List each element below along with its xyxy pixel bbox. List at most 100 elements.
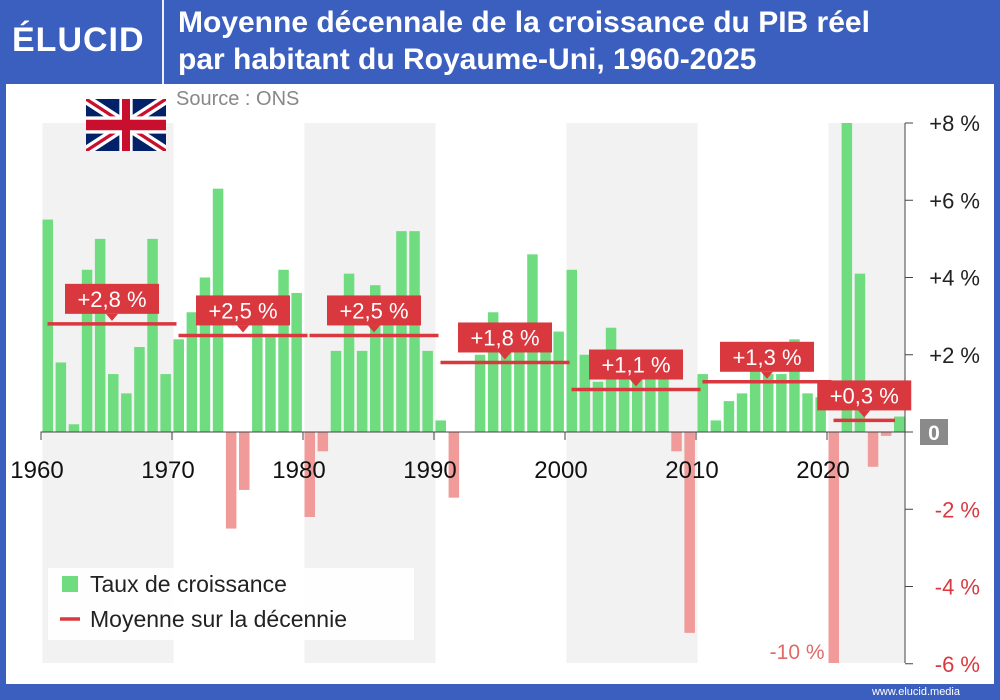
bar-2008[interactable] bbox=[671, 432, 682, 452]
legend: Taux de croissance Moyenne sur la décenni… bbox=[48, 568, 414, 640]
legend-bar-label: Taux de croissance bbox=[90, 571, 287, 597]
bar-2025[interactable] bbox=[894, 416, 905, 432]
decade-averages: +2,8 % +2,5 % +2,5 % +1,8 % +1,1 % +1,3 % +0,3… bbox=[47, 283, 912, 423]
bar-1981[interactable] bbox=[317, 432, 329, 452]
bar-2021[interactable] bbox=[841, 123, 853, 432]
y-tick-label-4: +4 % bbox=[929, 266, 980, 291]
bar-1966[interactable] bbox=[121, 393, 132, 432]
x-tick-label-1970: 1970 bbox=[141, 457, 194, 484]
bar-1995[interactable] bbox=[501, 339, 512, 432]
bar-1963[interactable] bbox=[81, 269, 93, 432]
bar-1993[interactable] bbox=[474, 354, 486, 432]
y-tick-label-2: +2 % bbox=[929, 343, 980, 368]
title-line-2: par habitant du Royaume-Uni, 1960-2025 bbox=[178, 43, 757, 76]
uk-flag-icon bbox=[86, 99, 166, 151]
bar-1994[interactable] bbox=[487, 312, 499, 432]
bar-1987[interactable] bbox=[396, 231, 407, 432]
bar-1975[interactable] bbox=[239, 432, 250, 490]
bar-2005[interactable] bbox=[632, 374, 643, 432]
bar-1982[interactable] bbox=[330, 350, 342, 432]
average-label-pointer-2000 bbox=[630, 379, 642, 387]
average-label-pointer-1970 bbox=[237, 325, 249, 333]
x-tick-label-1990: 1990 bbox=[403, 457, 456, 484]
bar-1977[interactable] bbox=[265, 335, 276, 432]
bar-1986[interactable] bbox=[383, 316, 394, 432]
bar-2000[interactable] bbox=[566, 269, 578, 432]
bar-2001[interactable] bbox=[579, 354, 591, 432]
bar-1979[interactable] bbox=[291, 292, 302, 432]
bar-1989[interactable] bbox=[422, 350, 433, 432]
bar-2007[interactable] bbox=[658, 374, 669, 432]
bar-2009[interactable] bbox=[684, 432, 695, 633]
bar-1972[interactable] bbox=[199, 277, 211, 433]
bar-1985[interactable] bbox=[370, 285, 381, 432]
bar-1983[interactable] bbox=[343, 273, 355, 432]
bar-2024[interactable] bbox=[880, 432, 892, 436]
bar-1965[interactable] bbox=[108, 374, 119, 432]
bar-1976[interactable] bbox=[252, 316, 263, 432]
average-label-pointer-2010 bbox=[761, 371, 773, 379]
y-tick-label--2: -2 % bbox=[935, 497, 980, 522]
footer-url[interactable]: www.elucid.media bbox=[871, 686, 960, 698]
bar-1968[interactable] bbox=[147, 238, 158, 432]
bar-1964[interactable] bbox=[94, 238, 106, 432]
average-label-2000: +1,1 % bbox=[601, 353, 670, 378]
bar-2002[interactable] bbox=[592, 381, 604, 432]
bar-1996[interactable] bbox=[514, 339, 525, 432]
bar-2010[interactable] bbox=[697, 374, 709, 432]
bar-1998[interactable] bbox=[540, 335, 551, 432]
bar-2013[interactable] bbox=[736, 393, 748, 432]
bar-1961[interactable] bbox=[55, 362, 67, 432]
x-tick-label-1960: 1960 bbox=[10, 457, 63, 484]
bar-1974[interactable] bbox=[225, 432, 237, 529]
bar-1970[interactable] bbox=[173, 339, 185, 432]
average-label-pointer-1960 bbox=[106, 313, 118, 321]
elucid-logo[interactable]: ÉLUCID bbox=[12, 21, 145, 59]
bar-1999[interactable] bbox=[553, 331, 564, 432]
bar-2019[interactable] bbox=[815, 397, 826, 432]
annotation-label: -10 % bbox=[770, 641, 825, 664]
bar-2018[interactable] bbox=[802, 393, 813, 432]
bar-2022[interactable] bbox=[854, 273, 866, 432]
bar-2012[interactable] bbox=[723, 401, 735, 432]
bar-2004[interactable] bbox=[618, 370, 630, 432]
bar-1984[interactable] bbox=[356, 350, 368, 432]
header-separator bbox=[162, 0, 164, 84]
bar-1969[interactable] bbox=[160, 374, 171, 432]
y-tick-label-6: +6 % bbox=[929, 188, 980, 213]
bar-2015[interactable] bbox=[763, 374, 774, 432]
x-tick-label-2010: 2010 bbox=[665, 457, 718, 484]
legend-box bbox=[48, 568, 414, 640]
bar-2014[interactable] bbox=[749, 354, 761, 432]
header: ÉLUCID Moyenne décennale de la croissanc… bbox=[0, 0, 1000, 84]
bar-1967[interactable] bbox=[134, 347, 145, 432]
axes: 1960 1970 1980 1990 2000 2010 2020 +8 % +6 % +4 %… bbox=[10, 111, 980, 677]
x-tick-label-2000: 2000 bbox=[534, 457, 587, 484]
legend-line-label: Moyenne sur la décennie bbox=[90, 606, 347, 632]
bar-1978[interactable] bbox=[278, 269, 289, 432]
bar-1962[interactable] bbox=[68, 424, 80, 432]
average-label-1970: +2,5 % bbox=[208, 298, 277, 323]
legend-bar-swatch bbox=[62, 576, 78, 592]
bar-2017[interactable] bbox=[789, 339, 800, 432]
average-label-bg-1960 bbox=[65, 283, 159, 314]
average-label-2010: +1,3 % bbox=[732, 345, 801, 370]
bar-2020[interactable] bbox=[828, 432, 840, 663]
bar-2016[interactable] bbox=[776, 374, 787, 432]
bar-1991[interactable] bbox=[448, 432, 460, 498]
bar-1990[interactable] bbox=[435, 420, 447, 432]
bar-1980[interactable] bbox=[304, 432, 316, 517]
bar-2023[interactable] bbox=[867, 432, 879, 467]
average-label-bg-1970 bbox=[196, 295, 290, 326]
bar-1971[interactable] bbox=[186, 312, 198, 432]
bar-2006[interactable] bbox=[645, 366, 656, 432]
bar-2003[interactable] bbox=[605, 327, 617, 432]
bar-1988[interactable] bbox=[409, 231, 420, 432]
average-label-pointer-1990 bbox=[499, 352, 511, 360]
bar-2011[interactable] bbox=[710, 420, 722, 432]
x-tick-label-2020: 2020 bbox=[796, 457, 849, 484]
average-label-2020: +0,3 % bbox=[830, 383, 899, 408]
zero-label-bg bbox=[920, 419, 948, 445]
bar-1960[interactable] bbox=[42, 219, 54, 432]
